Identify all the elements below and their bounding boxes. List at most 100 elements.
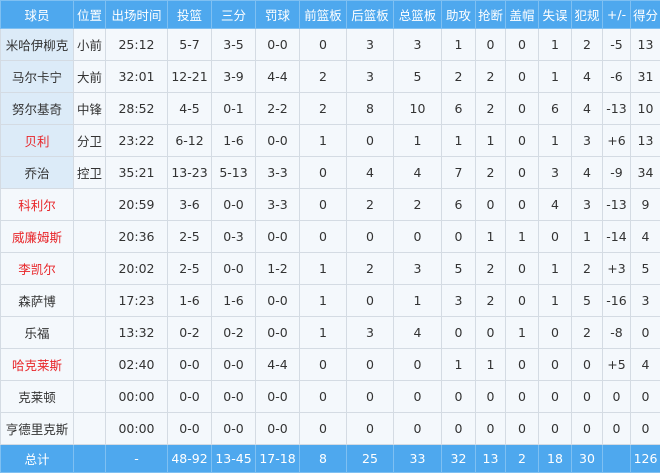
stat-cell: 1 [441, 348, 476, 381]
stat-cell: 中锋 [73, 92, 106, 125]
stat-cell: 1 [538, 124, 572, 157]
stat-cell: 0 [346, 124, 394, 157]
column-header[interactable]: 失误 [538, 0, 572, 29]
stat-cell: 0-0 [211, 348, 256, 381]
stat-cell: 4 [393, 316, 442, 349]
stat-cell: 0-0 [211, 188, 256, 221]
column-header[interactable]: 得分 [630, 0, 660, 29]
column-header[interactable]: 三分 [211, 0, 256, 29]
stat-cell: 2 [475, 252, 506, 285]
stat-cell: 3-3 [255, 156, 300, 189]
player-row: 努尔基奇 中锋 28:52 4-5 0-1 2-2 2 8 10 6 2 0 6 4 -13 10 [0, 92, 660, 125]
stat-cell: 6 [441, 188, 476, 221]
stat-cell: 34 [630, 156, 660, 189]
stat-cell: 00:00 [105, 380, 168, 413]
column-header[interactable]: 投篮 [167, 0, 212, 29]
column-header[interactable]: 球员 [0, 0, 74, 29]
player-name[interactable]: 乐福 [0, 316, 74, 349]
total-row: 总计 -48-92 13-45 17-18 8 25 33 32 13 2 18 30 126 [0, 444, 660, 473]
stat-cell: 0-0 [255, 284, 300, 317]
stat-cell: 3 [346, 28, 394, 61]
stat-cell: 0-0 [255, 316, 300, 349]
stat-cell: 1-6 [167, 284, 212, 317]
column-header[interactable]: 前篮板 [299, 0, 347, 29]
player-name[interactable]: 科利尔 [0, 188, 74, 221]
column-header[interactable]: 抢断 [475, 0, 506, 29]
stat-cell: 25:12 [105, 28, 168, 61]
player-name[interactable]: 乔治 [0, 156, 74, 189]
stat-cell: 0 [505, 60, 539, 93]
column-header[interactable]: 出场时间 [105, 0, 168, 29]
stat-cell: 0 [505, 92, 539, 125]
stat-cell: 0-0 [211, 380, 256, 413]
player-name[interactable]: 哈克莱斯 [0, 348, 74, 381]
stat-cell: 0 [441, 380, 476, 413]
stat-cell: 20:59 [105, 188, 168, 221]
stat-cell: 0-0 [255, 220, 300, 253]
column-header[interactable]: +/- [602, 0, 631, 29]
stat-cell: -9 [602, 156, 631, 189]
total-cell: 25 [346, 444, 394, 473]
stat-cell: 0-0 [211, 412, 256, 445]
player-name[interactable]: 亨德里克斯 [0, 412, 74, 445]
player-name[interactable]: 克莱顿 [0, 380, 74, 413]
stat-cell: 0 [299, 412, 347, 445]
stat-cell: 2 [393, 188, 442, 221]
stat-cell: 0-0 [211, 252, 256, 285]
stat-cell: 0 [630, 380, 660, 413]
total-cell [602, 444, 631, 473]
stat-cell: 0 [346, 220, 394, 253]
total-cell [73, 444, 106, 473]
player-name[interactable]: 森萨博 [0, 284, 74, 317]
column-header[interactable]: 助攻 [441, 0, 476, 29]
column-header[interactable]: 总篮板 [393, 0, 442, 29]
stat-cell [73, 316, 106, 349]
stat-cell: 0 [571, 412, 603, 445]
stat-cell: 12-21 [167, 60, 212, 93]
stat-cell: 4 [393, 156, 442, 189]
stat-cell: 小前 [73, 28, 106, 61]
stat-cell: 大前 [73, 60, 106, 93]
stat-cell: 3-9 [211, 60, 256, 93]
total-cell: 18 [538, 444, 572, 473]
stat-cell: 1-2 [255, 252, 300, 285]
player-name[interactable]: 马尔卡宁 [0, 60, 74, 93]
stat-cell: 00:00 [105, 412, 168, 445]
stat-cell: 0-3 [211, 220, 256, 253]
stat-cell [73, 252, 106, 285]
player-name[interactable]: 米哈伊柳克 [0, 28, 74, 61]
column-header[interactable]: 后篮板 [346, 0, 394, 29]
stat-cell: 6 [538, 92, 572, 125]
stat-cell: 0-1 [211, 92, 256, 125]
player-row: 科利尔 20:59 3-6 0-0 3-3 0 2 2 6 0 0 4 3 -13 9 [0, 188, 660, 221]
stat-cell: 0 [441, 412, 476, 445]
column-header[interactable]: 罚球 [255, 0, 300, 29]
stat-cell: 0-0 [255, 28, 300, 61]
stat-cell: -8 [602, 316, 631, 349]
stat-cell: +5 [602, 348, 631, 381]
stat-cell [73, 380, 106, 413]
player-name[interactable]: 李凯尔 [0, 252, 74, 285]
stat-cell [73, 348, 106, 381]
stat-cell: 10 [630, 92, 660, 125]
stat-cell: 2-5 [167, 220, 212, 253]
column-header[interactable]: 位置 [73, 0, 106, 29]
stat-cell: 4-4 [255, 348, 300, 381]
total-cell: 126 [630, 444, 660, 473]
stat-cell: 0 [505, 252, 539, 285]
player-name[interactable]: 威廉姆斯 [0, 220, 74, 253]
stat-cell: 20:36 [105, 220, 168, 253]
player-row: 亨德里克斯 00:00 0-0 0-0 0-0 0 0 0 0 0 0 0 0 0 0 [0, 412, 660, 445]
stat-cell: 分卫 [73, 124, 106, 157]
stat-cell: 0 [393, 380, 442, 413]
stat-cell: 0 [602, 412, 631, 445]
stat-cell: 7 [441, 156, 476, 189]
player-name[interactable]: 贝利 [0, 124, 74, 157]
player-name[interactable]: 努尔基奇 [0, 92, 74, 125]
stat-cell: 4 [571, 156, 603, 189]
column-header[interactable]: 盖帽 [505, 0, 539, 29]
stat-cell: 1 [571, 220, 603, 253]
stat-cell: 0 [630, 412, 660, 445]
column-header[interactable]: 犯规 [571, 0, 603, 29]
